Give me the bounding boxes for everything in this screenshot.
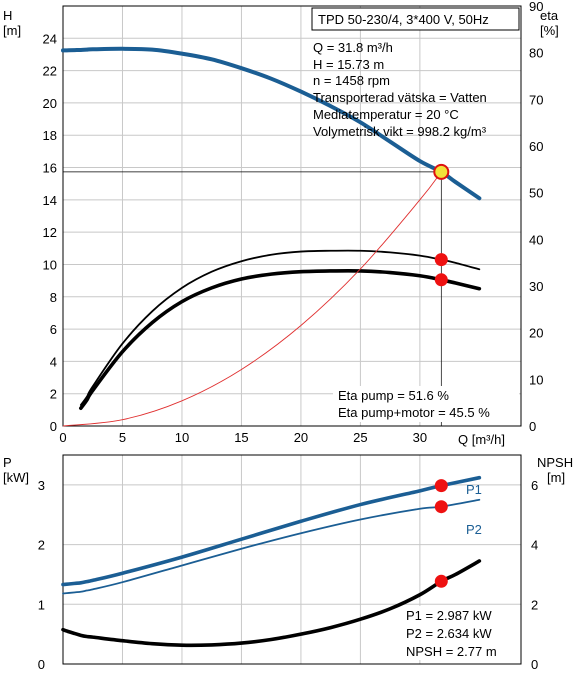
y-tick-label-right: 90: [529, 0, 543, 14]
p1-curve: [61, 475, 482, 587]
eta-text-bg: [333, 386, 519, 422]
y-tick-label-right: 60: [529, 139, 543, 154]
eta-pump-motor-label: Eta pump+motor = 45.5 %: [338, 405, 490, 420]
y-tick-label-left: 16: [43, 161, 57, 176]
p-tick-label: 1: [38, 597, 45, 612]
y-tick-label-left: 24: [43, 31, 57, 46]
eta-pump-curve: [79, 249, 481, 406]
top-markers: [433, 163, 450, 287]
info-line: Transporterad vätska = Vatten: [313, 90, 487, 105]
y-tick-label-right: 50: [529, 186, 543, 201]
title-box: [311, 7, 520, 31]
info-line: Volymetrisk vikt = 998.2 kg/m³: [313, 124, 487, 139]
x-tick-label: 25: [353, 430, 367, 445]
system-curve: [62, 171, 442, 427]
p-tick-label: 3: [38, 478, 45, 493]
x-tick-label: 0: [59, 430, 66, 445]
info-line: Q = 31.8 m³/h: [313, 40, 393, 55]
y-tick-label-right: 10: [529, 372, 543, 387]
p-tick-label: 0: [38, 657, 45, 672]
y-axis-unit-right: [%]: [540, 23, 559, 38]
npsh-tick-label: 6: [531, 478, 538, 493]
values-text-bg: [402, 606, 516, 660]
y-tick-label-right: 80: [529, 46, 543, 61]
duty-point-marker: [434, 574, 448, 588]
y-tick-label-right: 70: [529, 92, 543, 107]
y-tick-label-left: 6: [50, 322, 57, 337]
y-tick-label-right: 30: [529, 279, 543, 294]
x-tick-label: 5: [119, 430, 126, 445]
top-series: [61, 46, 482, 427]
head-curve: [61, 46, 482, 201]
y-tick-label-left: 22: [43, 64, 57, 79]
y-tick-label-left: 0: [50, 419, 57, 434]
p2-curve: [62, 498, 481, 595]
y-axis-label-left: H: [3, 8, 12, 23]
y-axis-label-right: eta: [540, 8, 559, 23]
y-tick-label-right: 0: [529, 419, 536, 434]
duty-point-marker: [434, 479, 448, 493]
npsh-tick-label: 2: [531, 597, 538, 612]
y-tick-label-right: 20: [529, 326, 543, 341]
npsh-curve: [61, 559, 482, 648]
p1-series-label: P1: [466, 482, 482, 497]
y-tick-label-left: 12: [43, 225, 57, 240]
eta-pump-motor-curve: [79, 268, 482, 411]
p-axis-label: P: [3, 455, 12, 470]
x-tick-label: 15: [234, 430, 248, 445]
top-ticks: 0 5 10 15 20 25 300246810121416182022240102030…: [43, 0, 544, 445]
bottom-markers: [434, 479, 448, 588]
y-tick-label-left: 20: [43, 96, 57, 111]
x-tick-label: 20: [294, 430, 308, 445]
npsh-axis-unit: [m]: [547, 470, 565, 485]
duty-point-marker: [434, 253, 448, 267]
y-tick-label-left: 18: [43, 128, 57, 143]
operating-point-marker: [433, 163, 450, 180]
eta-pump-label: Eta pump = 51.6 %: [338, 388, 449, 403]
y-tick-label-left: 4: [50, 354, 57, 369]
npsh-tick-label: 0: [531, 657, 538, 672]
x-axis-label: Q [m³/h]: [458, 432, 505, 447]
y-axis-unit-left: [m]: [3, 23, 21, 38]
x-tick-label: 30: [413, 430, 427, 445]
top-plot-frame: [62, 5, 522, 427]
p-tick-label: 2: [38, 538, 45, 553]
p-axis-unit: [kW]: [3, 470, 29, 485]
y-tick-label-left: 8: [50, 290, 57, 305]
y-tick-label-left: 2: [50, 387, 57, 402]
chart-title: TPD 50-230/4, 3*400 V, 50Hz: [318, 12, 489, 27]
y-tick-label-right: 40: [529, 232, 543, 247]
y-tick-label-left: 10: [43, 257, 57, 272]
p1-value: P1 = 2.987 kW: [406, 608, 492, 623]
x-tick-label: 10: [175, 430, 189, 445]
npsh-tick-label: 4: [531, 538, 538, 553]
bottom-ticks: 0 1 2 3 0 2 4 6: [38, 478, 538, 672]
info-line: H = 15.73 m: [313, 57, 384, 72]
top-grid: [62, 6, 521, 427]
duty-point-marker: [434, 273, 448, 287]
bottom-plot-frame: [62, 454, 522, 665]
info-line: n = 1458 rpm: [313, 73, 390, 88]
duty-point-marker: [434, 500, 448, 514]
y-tick-label-left: 14: [43, 193, 57, 208]
p2-value: P2 = 2.634 kW: [406, 626, 492, 641]
info-line: Mediatemperatur = 20 °C: [313, 107, 459, 122]
npsh-value: NPSH = 2.77 m: [406, 644, 497, 659]
p2-series-label: P2: [466, 522, 482, 537]
npsh-axis-label: NPSH: [537, 455, 573, 470]
bottom-series: [61, 475, 482, 648]
